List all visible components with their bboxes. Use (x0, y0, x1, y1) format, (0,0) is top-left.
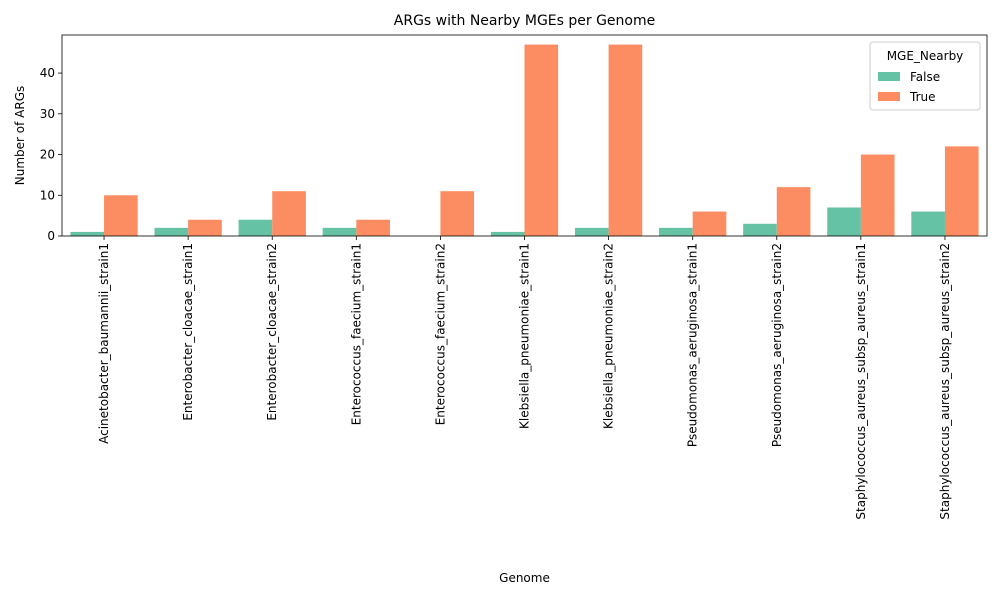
x-tick-label: Enterococcus_faecium_strain1 (349, 243, 363, 425)
x-tick-label: Klebsiella_pneumoniae_strain2 (602, 243, 616, 429)
x-tick-label: Enterococcus_faecium_strain2 (433, 243, 447, 425)
x-tick-label: Staphylococcus_aureus_subsp_aureus_strai… (854, 243, 868, 520)
x-tick-label: Pseudomonas_aeruginosa_strain1 (686, 243, 700, 447)
y-tick-label: 10 (40, 188, 55, 202)
bar-true-5 (524, 44, 559, 237)
y-tick-label: 20 (40, 148, 55, 162)
bar-true-3 (356, 219, 390, 236)
chart-title: ARGs with Nearby MGEs per Genome (394, 13, 655, 29)
y-tick-label: 40 (40, 66, 55, 80)
y-tick-label: 0 (47, 229, 55, 243)
bar-true-10 (944, 146, 979, 236)
bar-false-3 (322, 227, 357, 236)
bar-false-8 (743, 223, 777, 236)
legend-swatch-true (878, 92, 900, 101)
legend-swatch-false (878, 72, 900, 81)
bar-false-7 (659, 227, 693, 236)
legend: MGE_Nearby False True (869, 41, 981, 111)
bar-true-4 (440, 191, 475, 236)
x-tick-label: Enterobacter_cloacae_strain1 (181, 243, 195, 421)
bar-true-1 (188, 219, 222, 236)
x-tick-label: Pseudomonas_aeruginosa_strain2 (770, 243, 784, 447)
bar-true-8 (776, 187, 811, 236)
x-tick-label: Klebsiella_pneumoniae_strain1 (518, 243, 532, 429)
legend-title: MGE_Nearby (887, 49, 964, 63)
y-axis-ticks: 0 10 20 30 40 (40, 66, 62, 243)
bar-true-6 (608, 44, 643, 237)
bar-true-2 (272, 191, 306, 236)
bar-false-5 (490, 231, 525, 236)
bar-false-9 (827, 207, 861, 236)
x-tick-label: Acinetobacter_baumannii_strain1 (97, 243, 111, 444)
x-tick-label: Staphylococcus_aureus_subsp_aureus_strai… (938, 243, 952, 520)
bar-false-2 (238, 219, 273, 236)
bar-true-9 (860, 154, 895, 236)
legend-label-true: True (909, 90, 936, 104)
x-axis-label: Genome (499, 571, 550, 585)
legend-label-false: False (910, 70, 940, 84)
bar-true-0 (104, 195, 138, 236)
bar-false-6 (574, 227, 609, 236)
bar-false-10 (911, 211, 945, 236)
x-tick-label: Enterobacter_cloacae_strain2 (265, 243, 279, 421)
bars-group (70, 44, 979, 237)
bar-false-0 (70, 231, 105, 236)
y-tick-label: 30 (40, 107, 55, 121)
x-axis-ticks: Acinetobacter_baumannii_strain1 Enterobac… (97, 236, 952, 520)
bar-false-1 (154, 227, 189, 236)
plot-frame (61, 34, 988, 237)
bar-true-7 (692, 211, 727, 236)
y-axis-label: Number of ARGs (13, 86, 27, 186)
